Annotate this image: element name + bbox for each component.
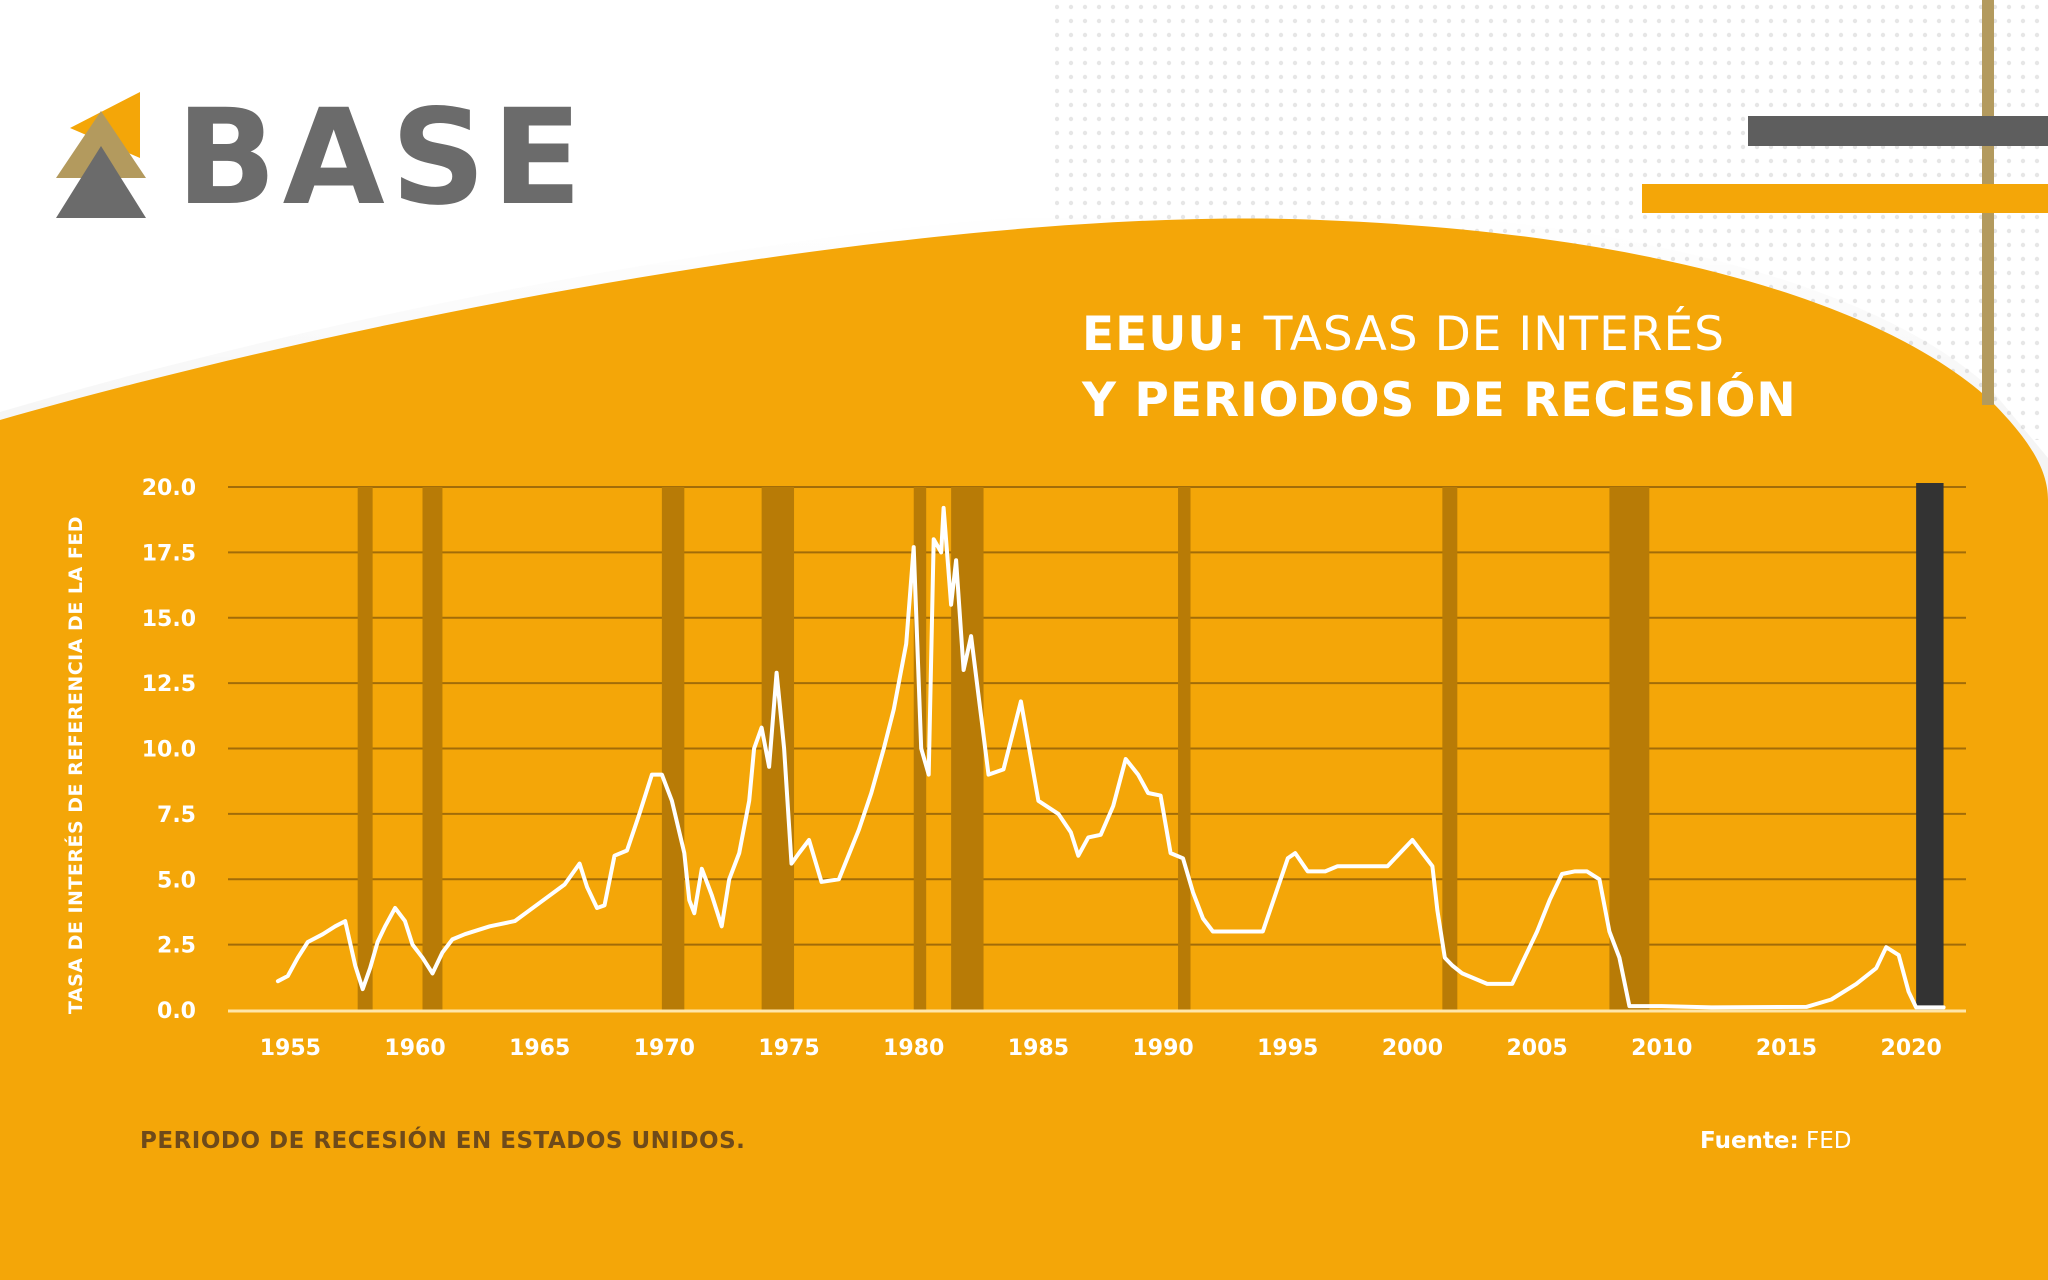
- gray-accent-bar: [1748, 116, 2048, 146]
- logo-icon: [56, 92, 146, 218]
- y-tick-1: 2.5: [157, 934, 196, 959]
- recession-band-1: [422, 487, 443, 1010]
- x-tick-2015: 2015: [1756, 1036, 1817, 1061]
- y-tick-6: 15.0: [142, 607, 196, 632]
- chart-title: EEUU: TASAS DE INTERÉS Y PERIODOS DE RECE…: [1082, 302, 1797, 434]
- logo-gray-triangle: [56, 146, 146, 218]
- source-note: Fuente: FED: [1700, 1128, 1852, 1154]
- title-rest: TASAS DE INTERÉS: [1263, 307, 1726, 362]
- x-tick-labels: 1955 1960 1965 1970 1975 1980 1985 1990 1995 2000…: [260, 1036, 1942, 1061]
- y-tick-labels: 0.0 2.5 5.0 7.5 10.0 12.5 15.0 17.5 20.0: [142, 476, 196, 1024]
- title-line2: Y PERIODOS DE RECESIÓN: [1082, 373, 1797, 428]
- y-tick-4: 10.0: [142, 738, 196, 763]
- x-tick-1975: 1975: [758, 1036, 819, 1061]
- x-tick-1990: 1990: [1132, 1036, 1193, 1061]
- y-tick-5: 12.5: [142, 672, 196, 697]
- x-tick-1955: 1955: [260, 1036, 321, 1061]
- title-bold: EEUU:: [1082, 307, 1247, 362]
- recession-band-6: [1178, 487, 1191, 1010]
- x-tick-1965: 1965: [509, 1036, 570, 1061]
- source-label: Fuente:: [1700, 1128, 1799, 1154]
- brand-name: BASE: [176, 81, 589, 235]
- x-tick-2005: 2005: [1506, 1036, 1567, 1061]
- x-tick-1970: 1970: [634, 1036, 695, 1061]
- x-tick-1980: 1980: [883, 1036, 944, 1061]
- y-tick-2: 5.0: [157, 868, 196, 893]
- x-tick-2000: 2000: [1382, 1036, 1443, 1061]
- y-tick-7: 17.5: [142, 541, 196, 566]
- x-tick-2010: 2010: [1631, 1036, 1692, 1061]
- latest-period-bar: [1916, 483, 1944, 1010]
- x-tick-1960: 1960: [384, 1036, 445, 1061]
- series-line-fed-rate: [275, 505, 1946, 1010]
- x-tick-2020: 2020: [1881, 1036, 1942, 1061]
- logo-gold-triangle: [56, 111, 146, 178]
- recession-band-0: [357, 487, 373, 1010]
- y-tick-0: 0.0: [157, 999, 196, 1024]
- y-tick-3: 7.5: [157, 803, 196, 828]
- recession-band-2: [661, 487, 685, 1010]
- source-value: FED: [1806, 1128, 1852, 1154]
- recession-band-8: [1609, 487, 1650, 1010]
- recession-band-7: [1442, 487, 1458, 1010]
- recession-legend-text: PERIODO DE RECESIÓN EN ESTADOS UNIDOS.: [140, 1128, 746, 1154]
- x-tick-1995: 1995: [1257, 1036, 1318, 1061]
- y-tick-8: 20.0: [142, 476, 196, 501]
- x-tick-1985: 1985: [1008, 1036, 1069, 1061]
- y-axis-label: TASA DE INTERÉS DE REFERENCIA DE LA FED: [65, 515, 87, 1015]
- orange-accent-bar: [1642, 184, 2048, 213]
- grid-lines: [228, 486, 1966, 946]
- latest-period-rect: [1916, 483, 1944, 1010]
